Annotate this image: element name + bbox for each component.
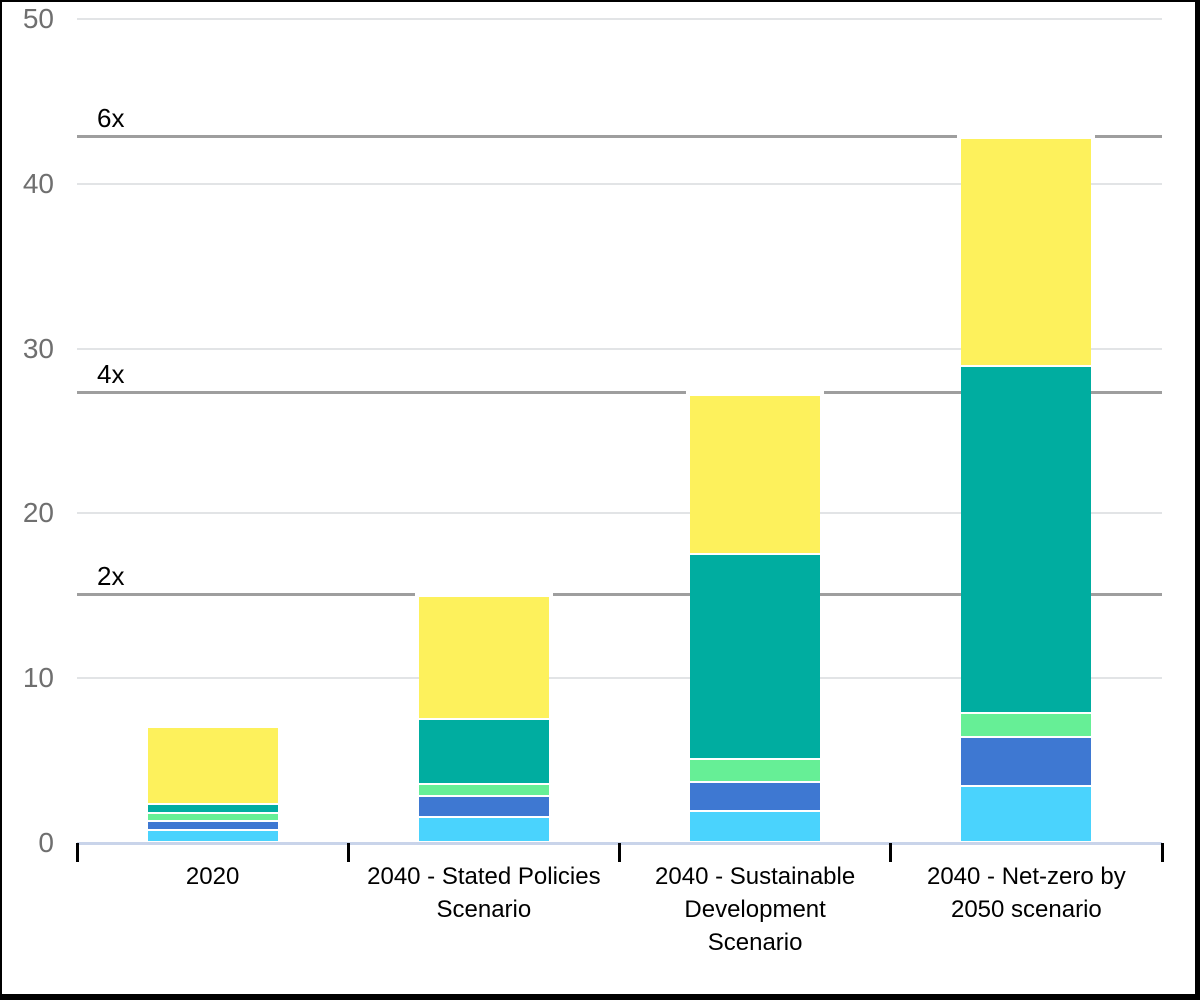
- bar-segment-teal: [690, 553, 821, 758]
- y-axis-tick-label: 10: [22, 662, 54, 694]
- bar-segment-green: [147, 811, 278, 820]
- x-axis-tick: [618, 843, 621, 862]
- y-axis-tick-label: 30: [22, 332, 54, 364]
- bar-segment-yellow: [147, 727, 278, 803]
- y-axis-tick-label: 50: [22, 3, 54, 34]
- reference-line-right: [552, 593, 1162, 597]
- x-axis-tick: [346, 843, 350, 862]
- bar-segment-teal: [418, 718, 549, 783]
- y-gridline: [77, 512, 1162, 515]
- reference-line-label: 2x: [97, 561, 125, 592]
- bar-segment-cyan: [418, 816, 549, 841]
- bar-segment-cyan: [961, 785, 1092, 841]
- bar-segment-yellow: [690, 396, 821, 554]
- reference-line-label: 6x: [97, 102, 125, 133]
- reference-line-left: [77, 593, 415, 597]
- bar-segment-yellow: [418, 597, 549, 719]
- y-axis-tick-label: 20: [22, 497, 54, 529]
- bar-segment-cyan: [147, 829, 278, 841]
- stacked-bar: [418, 597, 549, 841]
- bar-segment-blue: [147, 819, 278, 830]
- y-gridline: [77, 18, 1162, 20]
- bar-segment-cyan: [690, 809, 821, 841]
- bar-segment-yellow: [961, 139, 1092, 366]
- reference-line-left: [77, 134, 958, 138]
- stacked-bar: [147, 727, 278, 841]
- bar-segment-green: [418, 782, 549, 796]
- x-axis-tick: [1160, 843, 1164, 862]
- x-axis-tick: [889, 843, 893, 862]
- y-gridline: [77, 182, 1162, 185]
- bar-segment-blue: [690, 780, 821, 810]
- bar-segment-teal: [147, 802, 278, 812]
- x-axis-category-label: 2040 - Stated Policies Scenario: [367, 863, 601, 923]
- stacked-bar: [690, 396, 821, 841]
- x-axis-tick: [75, 843, 79, 862]
- bar-segment-green: [690, 757, 821, 781]
- reference-line-label: 4x: [97, 358, 125, 389]
- y-axis-tick-label: 40: [22, 167, 54, 199]
- x-axis-category-label: 2040 - Net-zero by 2050 scenario: [926, 863, 1126, 923]
- bar-segment-green: [961, 711, 1092, 737]
- x-axis-category-label: 2040 - Sustainable Development Scenario: [655, 863, 856, 956]
- bar-segment-blue: [961, 736, 1092, 786]
- reference-line-left: [77, 390, 687, 394]
- stacked-bar: [961, 139, 1092, 841]
- y-axis-tick-label: 0: [38, 827, 54, 858]
- y-gridline: [77, 347, 1162, 350]
- bar-segment-blue: [418, 795, 549, 817]
- x-axis-category-label: 2020: [185, 863, 240, 890]
- reference-line-right: [1095, 134, 1162, 138]
- y-gridline: [77, 677, 1162, 680]
- bar-segment-teal: [961, 365, 1092, 712]
